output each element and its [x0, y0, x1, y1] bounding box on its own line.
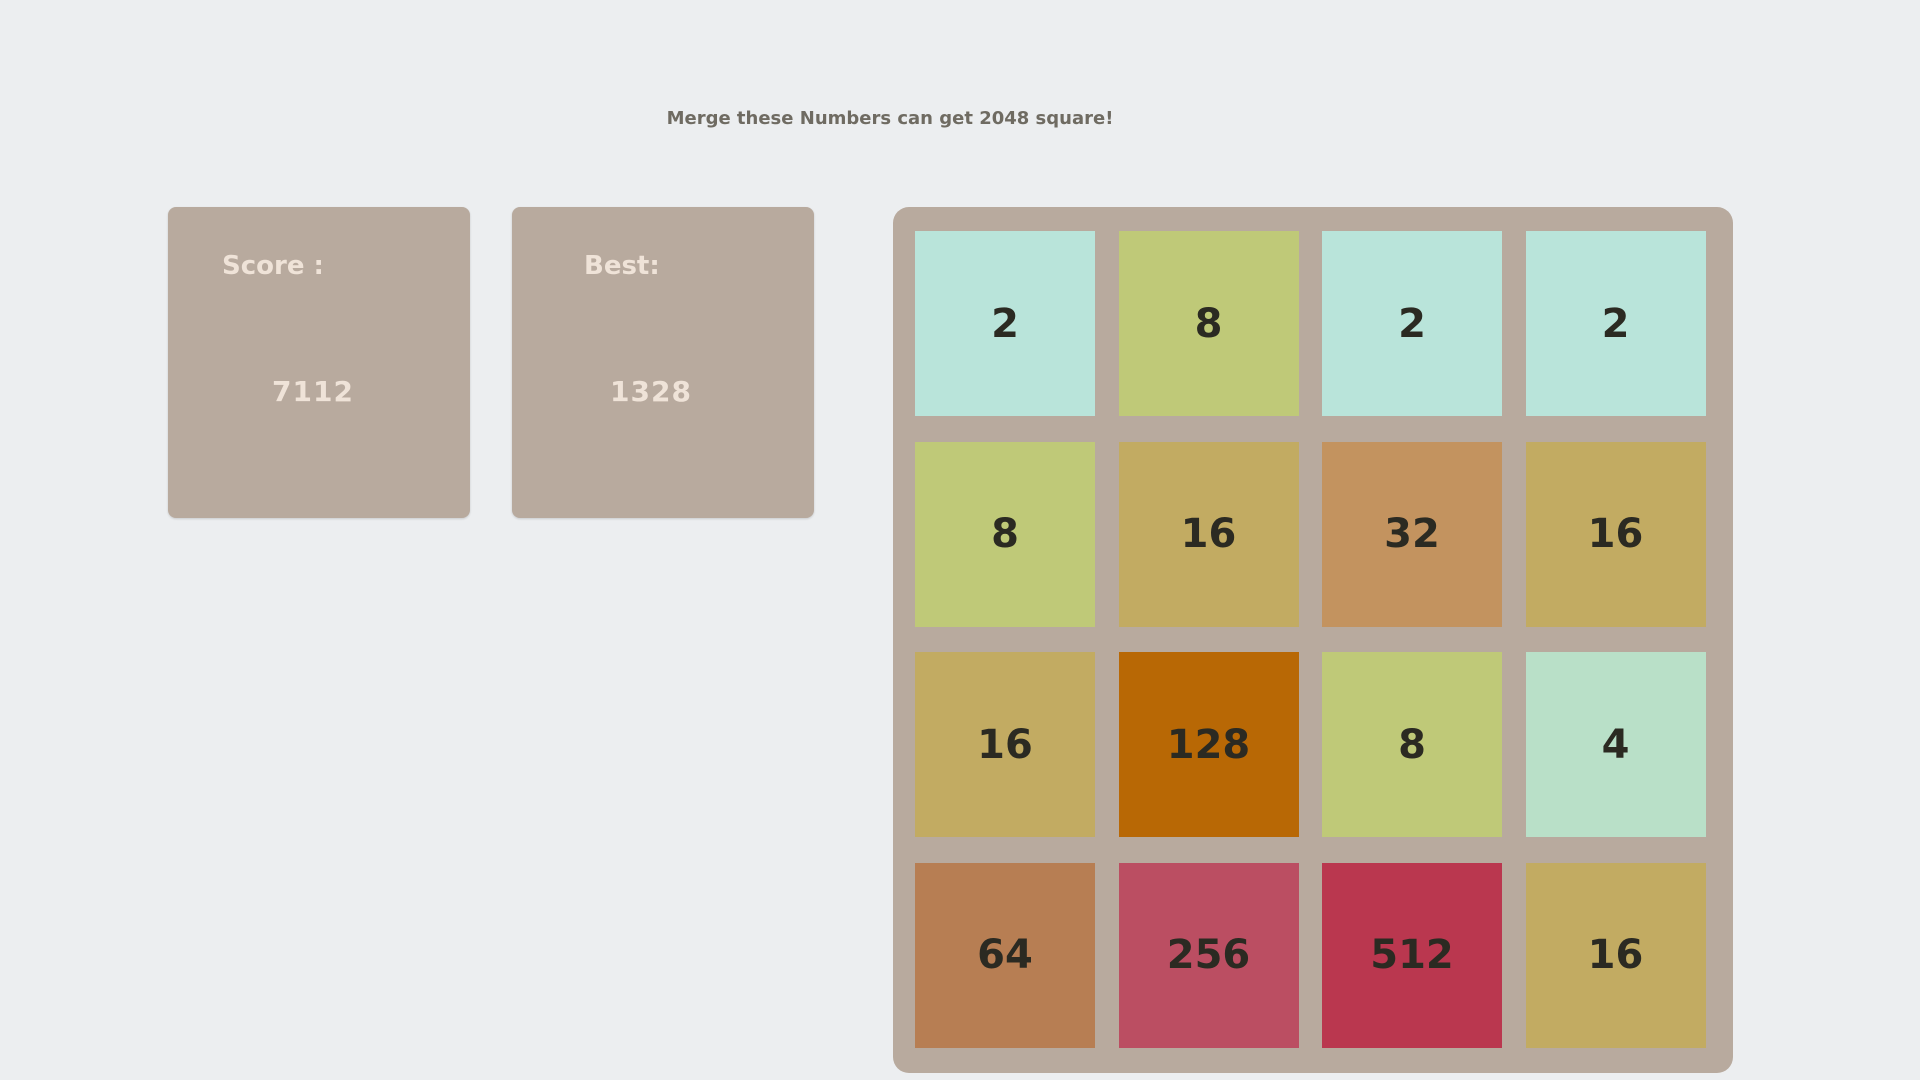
best-score-card: Best: 1328: [512, 207, 814, 518]
tile-512: 512: [1322, 862, 1502, 1048]
tile-8: 8: [915, 441, 1095, 627]
score-label: Score :: [222, 251, 324, 281]
tile-16: 16: [1525, 862, 1706, 1048]
tile-64: 64: [915, 862, 1095, 1048]
tile-16: 16: [1525, 441, 1706, 627]
game-subtitle: Merge these Numbers can get 2048 square!: [666, 108, 1114, 129]
best-value: 1328: [610, 375, 692, 408]
tile-256: 256: [1118, 862, 1299, 1048]
game-board[interactable]: 2 8 2 2 8 16 32 16 16 128 8 4 64 256 512 16: [893, 207, 1733, 1073]
tile-2: 2: [1322, 231, 1502, 416]
tile-16: 16: [915, 652, 1095, 837]
tile-4: 4: [1525, 652, 1706, 837]
tile-16: 16: [1118, 441, 1299, 627]
best-label: Best:: [584, 251, 660, 281]
score-card: Score : 7112: [168, 207, 470, 518]
tile-128: 128: [1118, 652, 1299, 837]
score-value: 7112: [272, 375, 354, 408]
tile-2: 2: [1525, 231, 1706, 416]
tile-2: 2: [915, 231, 1095, 416]
tile-8: 8: [1322, 652, 1502, 837]
tile-8: 8: [1118, 231, 1299, 416]
tile-32: 32: [1322, 441, 1502, 627]
